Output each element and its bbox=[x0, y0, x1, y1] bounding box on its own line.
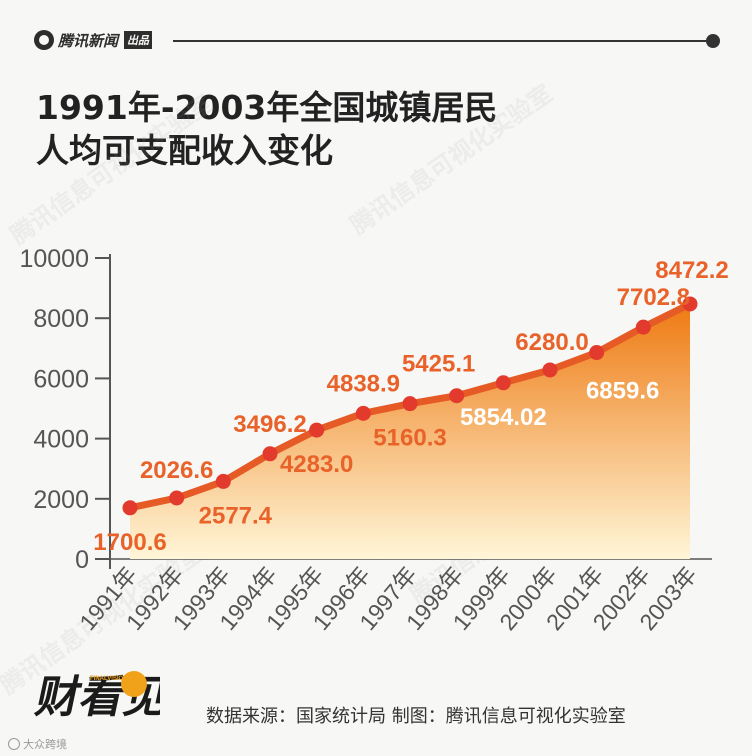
tencent-news-logo-icon bbox=[34, 30, 54, 50]
corner-watermark-icon bbox=[8, 738, 20, 750]
logo-sun-icon bbox=[121, 671, 147, 697]
data-labels: 1700.6 2026.6 2577.4 3496.2 4283.0 4838.9 5160… bbox=[93, 257, 728, 556]
header-divider-dot bbox=[706, 34, 720, 48]
chart-title-line1: 1991年-2003年全国城镇居民 bbox=[36, 88, 498, 127]
data-label: 5854.02 bbox=[460, 404, 547, 431]
data-point bbox=[169, 490, 185, 506]
data-label: 4838.9 bbox=[327, 370, 400, 397]
chart-title-line2: 人均可支配收入变化 bbox=[36, 131, 333, 170]
data-label: 2577.4 bbox=[199, 502, 273, 529]
data-point bbox=[262, 446, 278, 462]
data-point bbox=[589, 345, 605, 361]
source-note: 数据来源：国家统计局 制图：腾讯信息可视化实验室 bbox=[206, 706, 626, 727]
data-label: 6859.6 bbox=[586, 378, 659, 405]
data-label: 1700.6 bbox=[93, 529, 166, 556]
data-label: 3496.2 bbox=[233, 411, 306, 438]
x-axis: 1991年1992年1993年1994年1995年1996年1997年1998年… bbox=[74, 558, 712, 635]
y-tick-label: 6000 bbox=[33, 365, 89, 393]
y-tick-label: 0 bbox=[75, 546, 89, 574]
header-divider-line bbox=[173, 40, 713, 42]
data-point bbox=[682, 296, 698, 312]
data-point bbox=[215, 473, 231, 489]
brand: 腾讯新闻 出品 bbox=[34, 29, 153, 51]
data-label: 4283.0 bbox=[280, 451, 353, 478]
y-tick-label: 2000 bbox=[33, 486, 89, 514]
area-chart: 0 2000 4000 6000 8000 10000 1991年1992年1993年19… bbox=[19, 245, 728, 635]
header: 腾讯新闻 出品 bbox=[0, 0, 752, 80]
data-point bbox=[309, 422, 325, 438]
y-tick-label: 10000 bbox=[19, 245, 89, 273]
chart-title: 1991年-2003年全国城镇居民 人均可支配收入变化 bbox=[36, 86, 596, 172]
brand-tag: 出品 bbox=[124, 31, 153, 49]
corner-watermark: 大众跨境 bbox=[8, 736, 67, 752]
y-axis: 0 2000 4000 6000 8000 10000 bbox=[19, 245, 111, 574]
data-point bbox=[542, 362, 558, 378]
data-point bbox=[355, 405, 371, 421]
data-point bbox=[449, 388, 465, 404]
logo-subtext: FINALVISION bbox=[90, 676, 128, 682]
data-label: 6280.0 bbox=[515, 329, 588, 356]
data-label: 5425.1 bbox=[402, 351, 475, 378]
data-points bbox=[122, 296, 698, 516]
data-point bbox=[635, 319, 651, 335]
data-label: 7702.8 bbox=[617, 284, 690, 311]
caikanjian-logo: 财看见 FINALVISION bbox=[32, 671, 160, 722]
data-label: 8472.2 bbox=[655, 257, 728, 284]
y-tick-label: 8000 bbox=[33, 305, 89, 333]
area-fill bbox=[130, 303, 690, 559]
y-tick-label: 4000 bbox=[33, 426, 89, 454]
corner-watermark-text: 大众跨境 bbox=[23, 738, 67, 751]
data-label: 2026.6 bbox=[140, 457, 213, 484]
data-label: 5160.3 bbox=[373, 425, 446, 452]
brand-name: 腾讯新闻 bbox=[58, 31, 119, 50]
data-point bbox=[495, 375, 511, 391]
data-point bbox=[402, 396, 418, 412]
data-point bbox=[122, 500, 138, 516]
